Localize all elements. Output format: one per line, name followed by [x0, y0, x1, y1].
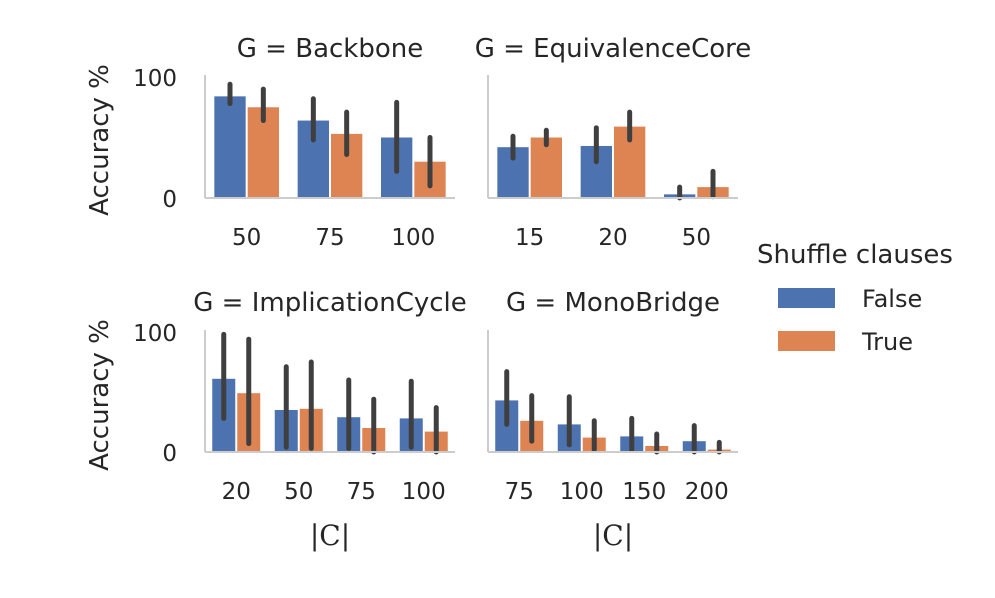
x-tick-label: 50 [284, 479, 313, 505]
legend-label-false: False [862, 285, 922, 313]
legend-swatch-true [778, 331, 835, 351]
x-axis-label: |C| [310, 519, 350, 552]
y-tick-label: 0 [162, 187, 177, 213]
x-tick-label: 75 [347, 479, 376, 505]
y-tick-label: 100 [133, 321, 177, 347]
panel-monobridge: G = MonoBridge 75 100 150 200 |C| [487, 288, 738, 552]
y-tick-label: 0 [162, 441, 177, 467]
x-tick-label: 75 [505, 479, 534, 505]
x-tick-label: 100 [391, 225, 435, 251]
y-axis-label: Accuracy % [85, 64, 115, 216]
panel-title: G = MonoBridge [506, 288, 720, 318]
x-tick-label: 200 [685, 479, 729, 505]
panel-title: G = EquivalenceCore [475, 34, 752, 64]
x-axis-label: |C| [593, 519, 633, 552]
legend-title: Shuffle clauses [757, 240, 953, 270]
x-tick-label: 75 [315, 225, 344, 251]
x-tick-label: 50 [682, 225, 711, 251]
x-tick-label: 50 [232, 225, 261, 251]
legend-swatch-false [778, 288, 835, 308]
x-tick-label: 20 [222, 479, 251, 505]
x-tick-label: 15 [515, 225, 544, 251]
y-tick-label: 100 [133, 66, 177, 92]
x-tick-label: 100 [402, 479, 446, 505]
panel-backbone: G = Backbone Accuracy % 50 75 100 0 100 [85, 34, 455, 251]
y-axis-label: Accuracy % [85, 319, 115, 471]
panel-title: G = Backbone [237, 34, 423, 64]
bar-true-15 [530, 137, 562, 198]
x-tick-label: 100 [560, 479, 604, 505]
bar-false-50 [214, 96, 246, 198]
x-tick-label: 20 [598, 225, 627, 251]
legend: Shuffle clauses False True [757, 240, 953, 356]
panel-title: G = ImplicationCycle [193, 288, 467, 318]
legend-label-true: True [861, 328, 913, 356]
x-tick-label: 150 [622, 479, 666, 505]
panel-equivalencecore: G = EquivalenceCore 15 20 50 [475, 34, 752, 251]
panel-implicationcycle: G = ImplicationCycle Accuracy % 20 50 75 10… [85, 288, 467, 552]
